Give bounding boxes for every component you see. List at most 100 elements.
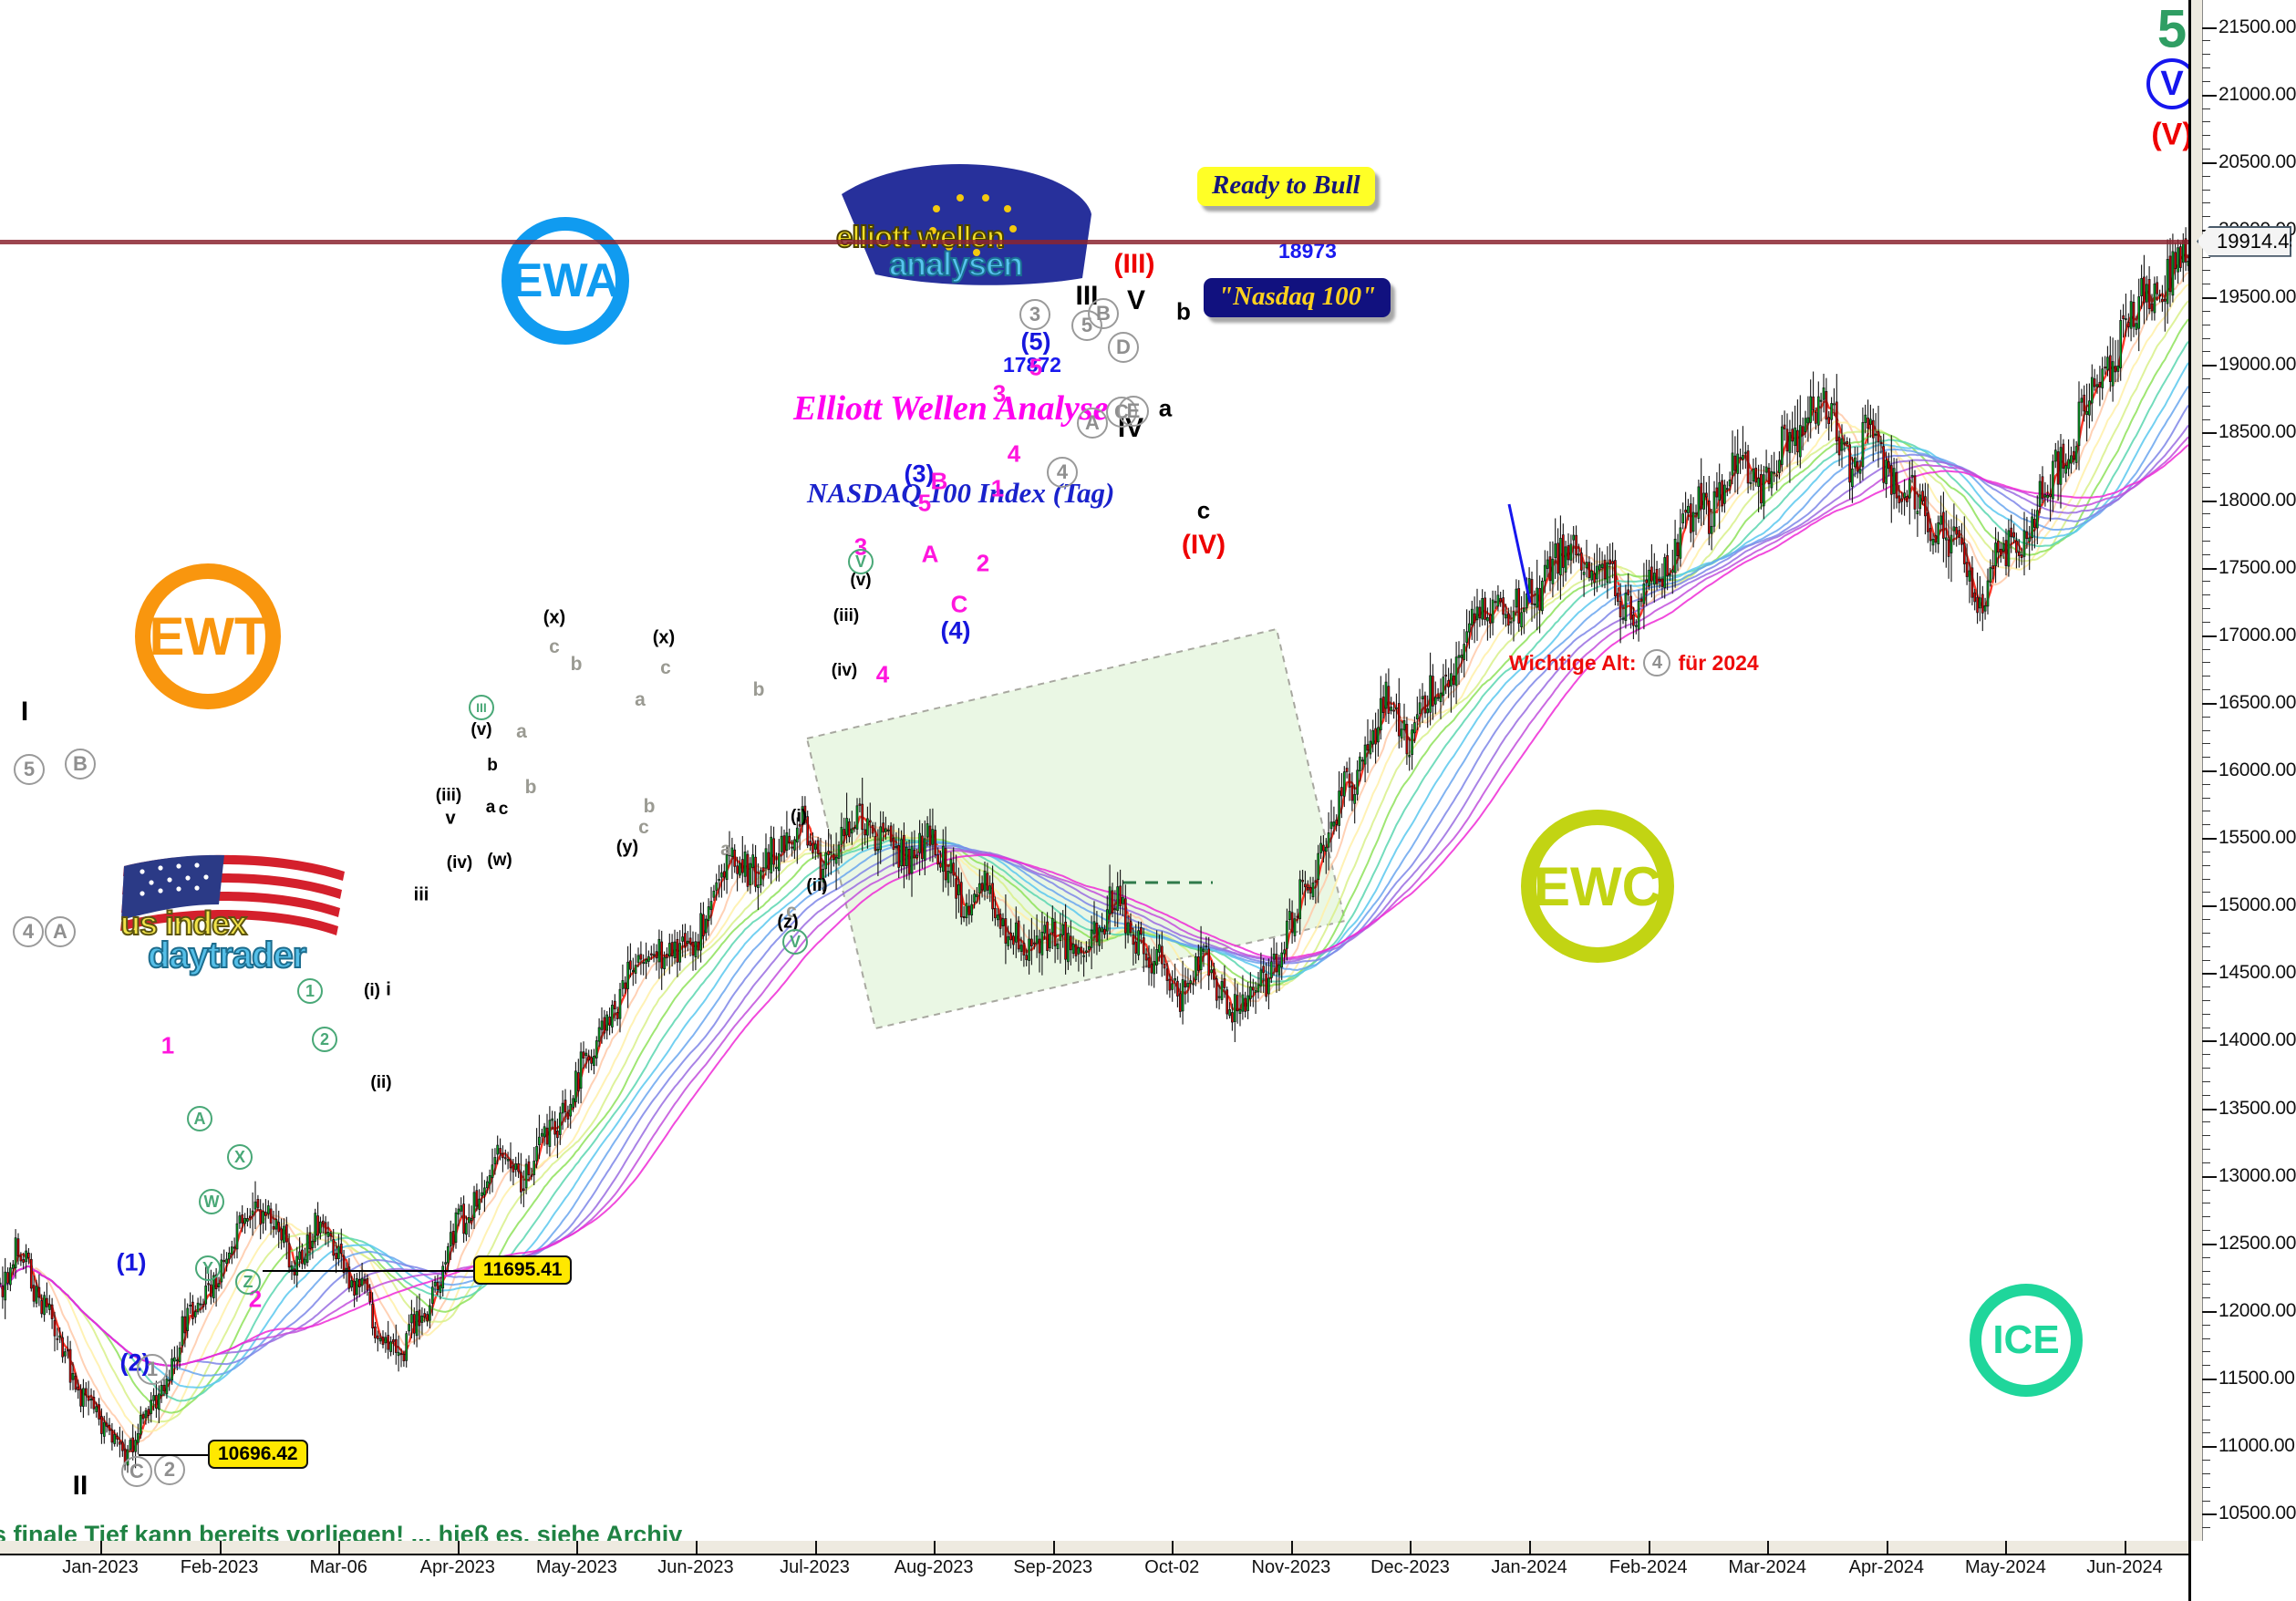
candle-body xyxy=(1970,567,1974,598)
price-minor-tick xyxy=(2202,716,2210,718)
candle-body xyxy=(2020,554,2023,559)
candle-body xyxy=(1035,935,1039,945)
candle-body xyxy=(1147,957,1151,968)
candle-body xyxy=(433,1282,437,1286)
ewc-logo[interactable]: EWC xyxy=(1521,810,1674,963)
wave-label: C xyxy=(950,590,968,618)
candle-body xyxy=(1846,440,1849,444)
candle-body xyxy=(1442,677,1445,696)
us-index-daytrader-logo[interactable]: us index daytrader xyxy=(117,848,409,985)
price-minor-tick xyxy=(2202,1080,2210,1082)
candle-body xyxy=(1231,1012,1234,1023)
candle-body xyxy=(1830,403,1833,420)
wave-label: a xyxy=(485,798,496,817)
candle-body xyxy=(1454,656,1458,687)
candle-body xyxy=(2158,294,2161,296)
price-tick xyxy=(2202,365,2217,367)
candle-body xyxy=(895,845,898,849)
wave-label: (v) xyxy=(850,571,872,590)
candle-body xyxy=(2080,398,2084,403)
date-tick-label: Oct-02 xyxy=(1144,1557,1200,1577)
candle-body xyxy=(1040,931,1044,955)
candle-body xyxy=(1322,844,1325,852)
candle-body xyxy=(649,953,653,955)
candle-body xyxy=(1140,927,1143,935)
price-minor-tick xyxy=(2202,1500,2210,1502)
price-minor-tick xyxy=(2202,446,2210,448)
candle-body xyxy=(900,839,903,867)
candle-body xyxy=(1087,945,1091,950)
candle-body xyxy=(1387,686,1391,714)
candle-body xyxy=(1233,994,1236,1022)
candle-body xyxy=(1311,882,1315,897)
candle-body xyxy=(272,1225,275,1230)
date-tick xyxy=(100,1541,102,1554)
candle-body xyxy=(1593,573,1596,584)
ewt-logo[interactable]: EWT xyxy=(135,563,281,709)
candle-body xyxy=(751,854,755,868)
candle-body xyxy=(2056,451,2060,485)
candle-body xyxy=(1176,980,1179,997)
candle-body xyxy=(384,1337,388,1344)
candle-body xyxy=(1259,969,1263,986)
candle-body xyxy=(1499,597,1503,603)
candle-body xyxy=(1731,452,1734,476)
candle-body xyxy=(2059,447,2063,485)
date-axis[interactable]: Jan-2023 Feb-2023 Mar-06 Apr-2023 May-2023 Ju… xyxy=(0,1541,2188,1601)
candle-body xyxy=(1017,920,1020,950)
price-tick-label: 21000.00 xyxy=(2218,83,2296,105)
candle-body xyxy=(1342,771,1346,797)
candle-body xyxy=(1056,943,1060,949)
candle-body xyxy=(243,1217,246,1224)
price-axis[interactable]: 21500.0021000.0020500.0020000.0019500.00… xyxy=(2188,0,2296,1601)
candle-body xyxy=(1919,494,1922,510)
candle-body xyxy=(850,828,853,834)
candle-body xyxy=(1244,997,1247,1012)
candle-body xyxy=(1494,601,1497,604)
candle-body xyxy=(587,1056,591,1061)
candle-body xyxy=(460,1205,463,1212)
candle-body xyxy=(1053,921,1057,946)
candle-body xyxy=(967,905,971,915)
ice-logo[interactable]: ICE xyxy=(1970,1284,2083,1397)
candle-body xyxy=(1314,880,1318,883)
candle-body xyxy=(191,1301,194,1319)
candle-body xyxy=(980,883,984,891)
candle-body xyxy=(2132,302,2136,327)
wave-label: a xyxy=(720,839,731,860)
candle-body xyxy=(801,806,804,824)
candle-body xyxy=(913,849,916,859)
price-minor-tick xyxy=(2202,1256,2210,1258)
candle-body xyxy=(303,1258,306,1265)
candle-body xyxy=(730,847,734,858)
candle-body xyxy=(1484,597,1486,620)
candle-body xyxy=(1384,681,1388,709)
candle-body xyxy=(1822,387,1825,400)
candle-body xyxy=(1754,467,1758,483)
candle-body xyxy=(1436,697,1440,699)
candle-body xyxy=(1877,430,1880,443)
price-minor-tick xyxy=(2202,175,2210,177)
candle-body xyxy=(939,862,942,868)
date-tick-label: Mar-2024 xyxy=(1728,1557,1807,1577)
price-minor-tick xyxy=(2202,540,2210,542)
price-tick xyxy=(2202,26,2217,29)
candle-body xyxy=(1614,560,1617,596)
candle-body xyxy=(845,818,848,836)
price-tag-leader xyxy=(139,1454,208,1456)
candle-body xyxy=(1123,898,1127,934)
candle-body xyxy=(1582,572,1586,575)
candle-body xyxy=(2174,252,2177,269)
price-minor-tick xyxy=(2202,486,2210,488)
date-tick xyxy=(1410,1541,1412,1554)
candle-body xyxy=(1265,973,1267,997)
candle-body xyxy=(1616,593,1619,602)
elliott-wellen-analysen-logo[interactable]: elliott wellen analysen xyxy=(825,150,1099,296)
ewa-logo[interactable]: EWA xyxy=(502,217,629,345)
price-minor-tick xyxy=(2202,1351,2210,1353)
candle-body xyxy=(1791,429,1794,442)
candle-body xyxy=(1663,557,1667,589)
chart-plot-area[interactable] xyxy=(0,0,2188,1541)
candle-body xyxy=(1939,515,1942,525)
candle-body xyxy=(1359,756,1361,771)
